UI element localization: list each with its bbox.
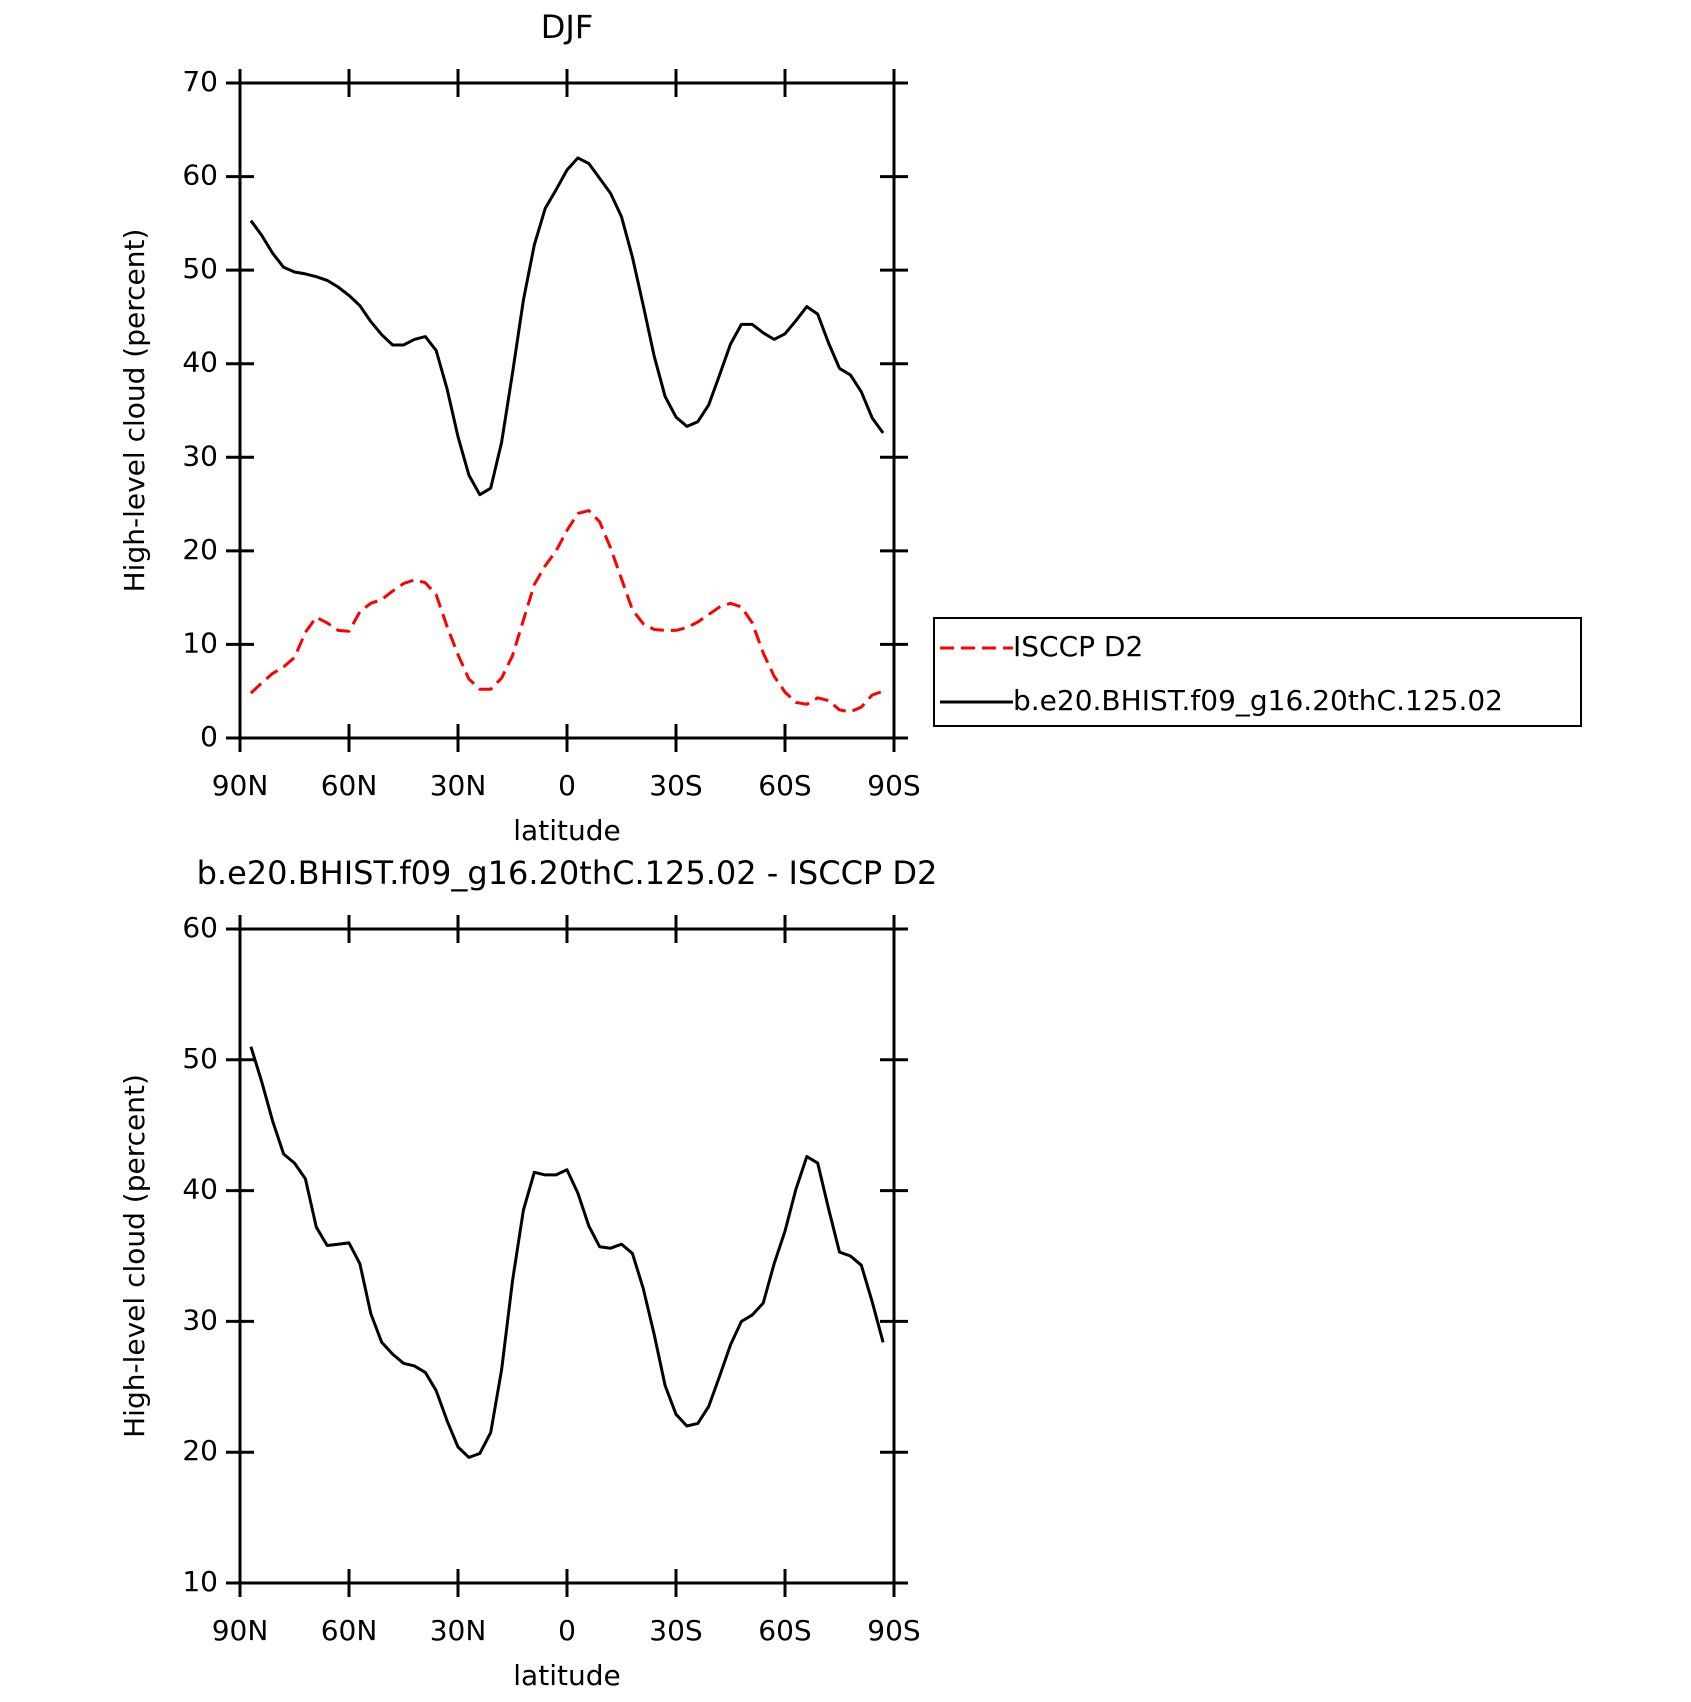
y-axis-label: High-level cloud (percent) bbox=[118, 229, 151, 593]
data-line bbox=[249, 156, 885, 497]
y-tick-label: 10 bbox=[182, 626, 218, 659]
data-line bbox=[249, 1046, 885, 1459]
chart-title: DJF bbox=[541, 8, 593, 46]
x-tick-label: 90S bbox=[867, 769, 920, 802]
x-tick-label: 0 bbox=[558, 1614, 576, 1647]
y-tick-label: 60 bbox=[182, 159, 218, 192]
y-tick-label: 60 bbox=[182, 911, 218, 944]
plot-frame bbox=[238, 81, 896, 740]
legend-label: ISCCP D2 bbox=[1013, 630, 1143, 663]
x-tick-label: 90S bbox=[867, 1614, 920, 1647]
chart-title: b.e20.BHIST.f09_g16.20thC.125.02 - ISCCP… bbox=[197, 854, 938, 892]
x-tick-label: 30N bbox=[430, 1614, 487, 1647]
x-tick-label: 60S bbox=[758, 1614, 811, 1647]
x-tick-label: 90N bbox=[212, 1614, 269, 1647]
y-tick-label: 20 bbox=[182, 533, 218, 566]
y-tick-label: 30 bbox=[182, 1303, 218, 1336]
y-tick-label: 0 bbox=[200, 720, 218, 753]
x-axis-label: latitude bbox=[513, 814, 620, 847]
x-tick-label: 30S bbox=[649, 1614, 702, 1647]
x-tick-label: 60N bbox=[321, 769, 378, 802]
x-tick-label: 0 bbox=[558, 769, 576, 802]
y-tick-label: 30 bbox=[182, 439, 218, 472]
y-tick-label: 40 bbox=[182, 1173, 218, 1206]
x-tick-label: 60N bbox=[321, 1614, 378, 1647]
x-axis-label: latitude bbox=[513, 1659, 620, 1692]
y-tick-label: 50 bbox=[182, 1042, 218, 1075]
y-tick-label: 70 bbox=[182, 65, 218, 98]
legend-box bbox=[933, 617, 1582, 727]
y-tick-label: 20 bbox=[182, 1434, 218, 1467]
y-tick-label: 50 bbox=[182, 252, 218, 285]
plot-frame bbox=[238, 927, 896, 1585]
legend-label: b.e20.BHIST.f09_g16.20thC.125.02 bbox=[1013, 684, 1503, 717]
y-tick-label: 10 bbox=[182, 1565, 218, 1598]
x-tick-label: 90N bbox=[212, 769, 269, 802]
data-line bbox=[249, 509, 884, 714]
x-tick-label: 30N bbox=[430, 769, 487, 802]
x-tick-label: 30S bbox=[649, 769, 702, 802]
x-tick-label: 60S bbox=[758, 769, 811, 802]
y-axis-label: High-level cloud (percent) bbox=[118, 1074, 151, 1438]
y-tick-label: 40 bbox=[182, 346, 218, 379]
